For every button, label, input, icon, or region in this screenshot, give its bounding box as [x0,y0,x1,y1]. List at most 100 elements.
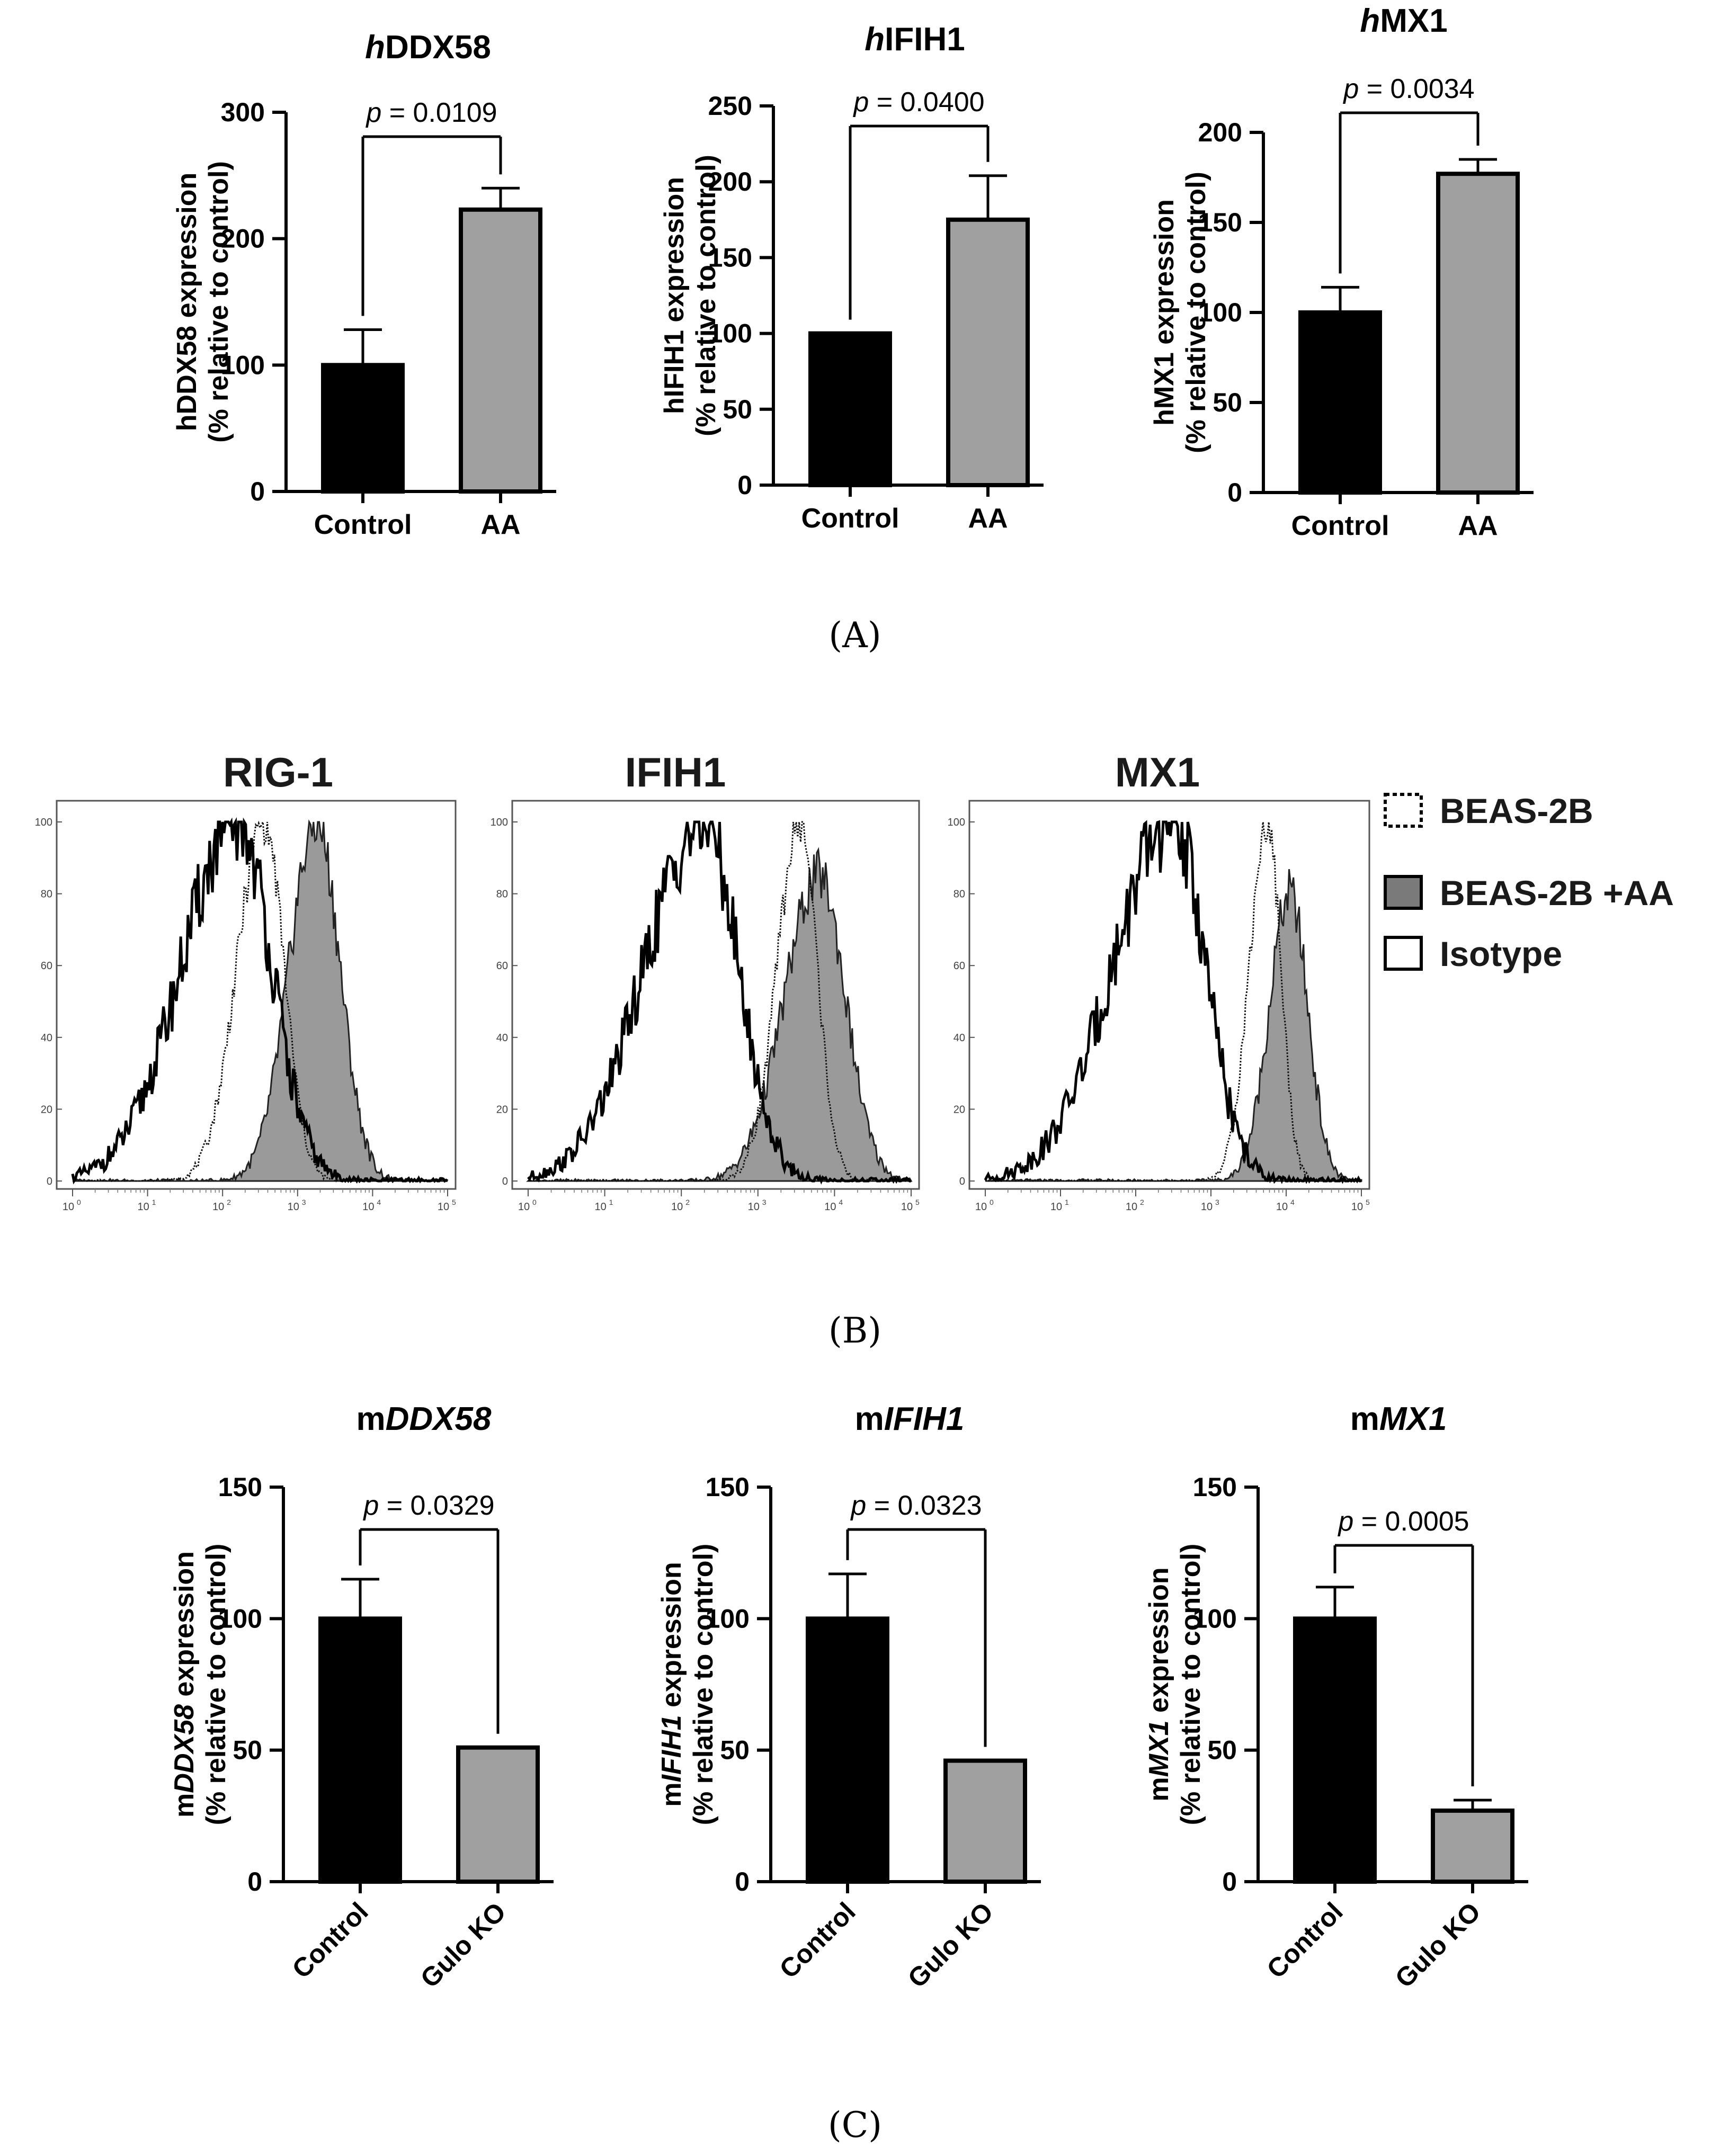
x-tick-label: AA [1458,511,1498,541]
p-value-label-part-0: p [365,97,381,128]
y-tick-label: 150 [708,243,752,272]
bar-control [1293,1616,1377,1884]
plot-frame [968,800,1370,1190]
p-value-label: p = 0.0109 [365,97,497,128]
x-tick-label: Gulo KO [415,1896,512,1993]
x-tick-label: 10 [137,1201,149,1213]
x-tick-label: Gulo KO [902,1896,999,1993]
bar-gulo-ko [456,1745,540,1884]
x-tick-exponent: 3 [762,1198,767,1206]
treated-histogram [985,869,1362,1183]
y-axis-label-line1-part-0: hMX1 [1149,352,1180,426]
chart-title-part-0: h [365,29,385,66]
x-tick-label: AA [480,509,520,540]
panel-label: (A) [828,615,881,656]
y-tick-label: 100 [1198,298,1242,327]
y-axis-label-line1-part-2: expression [169,1551,200,1704]
y-tick-label: 0 [737,470,752,500]
y-tick-label: 100 [706,1604,750,1633]
x-tick-label: 10 [1351,1201,1363,1213]
chart-title-part-1: MX1 [1379,1401,1447,1437]
y-tick-label: 150 [1198,208,1242,237]
y-tick-label: 0 [47,1176,52,1187]
chart-title: hMX1 [1360,3,1447,39]
y-axis-label-line2: (% relative to control) [201,1544,231,1826]
y-axis-label-line1: mIFIH1 expression [656,1562,687,1806]
x-tick-exponent: 5 [452,1198,456,1206]
histogram-title: IFIH1 [625,749,726,795]
legend-swatch-dotted [1384,793,1423,828]
p-value-label-part-1: = 0.0034 [1359,74,1474,104]
x-tick-exponent: 0 [990,1198,994,1206]
x-tick-exponent: 0 [77,1198,81,1206]
y-tick-label: 50 [233,1735,262,1765]
x-tick-exponent: 2 [227,1198,231,1206]
y-tick-label: 200 [221,224,265,254]
p-value-label-part-0: p [362,1490,379,1521]
y-axis-label-line1-part-1: IFIH1 [656,1715,687,1782]
y-axis-label-line1-part-0: hDDX58 [172,326,202,431]
x-tick-label: Gulo KO [1389,1896,1486,1993]
bar-gulo-ko [1431,1808,1514,1884]
x-tick-exponent: 4 [839,1198,843,1206]
y-tick-label: 100 [708,319,752,348]
bar-chart-A1: hDDX58 0 100 200 300 hDDX58 expression (% rela… [172,29,556,540]
x-tick-label: 10 [975,1201,987,1213]
bar-aa [1436,172,1520,495]
y-tick-label: 100 [491,817,508,828]
y-axis-label-line1-part-2: expression [1149,199,1180,352]
legend-label: BEAS-2B [1440,791,1593,830]
p-value-label-part-0: p [852,87,869,118]
chart-title: hIFIH1 [865,21,965,58]
legend-label: Isotype [1440,934,1562,973]
y-tick-label: 20 [953,1104,965,1115]
p-value-label: p = 0.0329 [362,1490,494,1521]
y-tick-label: 0 [250,477,265,506]
chart-title-part-1: MX1 [1380,3,1447,39]
y-axis-label-line1-part-2: expression [659,177,690,330]
p-value-label: p = 0.0034 [1342,74,1474,104]
y-axis-label-line1-part-2: expression [656,1562,687,1715]
isotype-histogram [71,817,449,1185]
y-tick-label: 0 [959,1176,965,1187]
x-tick-exponent: 2 [685,1198,690,1206]
y-tick-label: 0 [502,1176,508,1187]
y-axis-label-line1-part-2: expression [172,173,202,326]
bar-control [1298,310,1382,495]
chart-title-part-0: h [865,21,885,58]
y-tick-label: 200 [708,167,752,196]
x-tick-label: 10 [1050,1201,1062,1213]
y-axis-label-line1-part-1: MX1 [1144,1720,1174,1777]
p-value-label-part-0: p [1337,1506,1353,1537]
x-tick-label: 10 [671,1201,683,1213]
y-tick-label: 200 [1198,118,1242,147]
y-tick-label: 100 [35,817,52,828]
p-value-label-part-0: p [1342,74,1359,104]
isotype-histogram [984,820,1362,1184]
y-tick-label: 40 [41,1032,52,1044]
y-axis-label-line1-part-2: expression [1144,1567,1174,1720]
chart-title: hDDX58 [365,29,491,66]
y-tick-label: 80 [41,889,52,900]
y-tick-label: 100 [948,817,965,828]
y-axis-label-line1: mDDX58 expression [169,1551,200,1818]
p-value-label-part-1: = 0.0400 [869,87,984,118]
y-tick-label: 60 [496,960,508,972]
p-value-label-part-1: = 0.0329 [379,1490,494,1521]
chart-title-part-0: h [1360,3,1380,39]
y-tick-label: 100 [1193,1604,1237,1633]
bar-control [806,1616,889,1884]
p-value-label: p = 0.0005 [1337,1506,1469,1537]
y-axis-label-line1: mMX1 expression [1144,1567,1174,1801]
x-tick-label: 10 [1126,1201,1137,1213]
chart-title: mIFIH1 [855,1401,965,1437]
y-tick-label: 60 [41,960,52,972]
y-tick-label: 20 [41,1104,52,1115]
y-tick-label: 0 [1227,478,1242,507]
